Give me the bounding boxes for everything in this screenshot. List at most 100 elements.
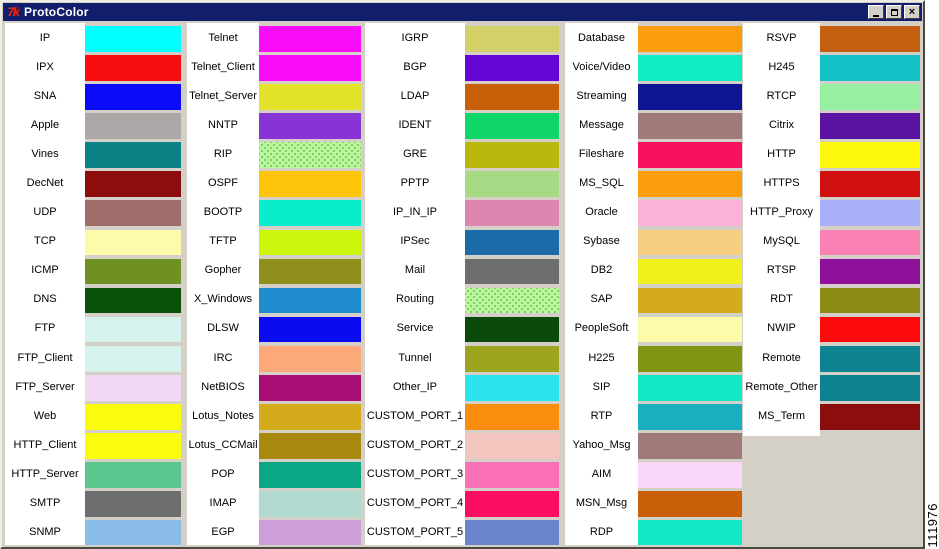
- color-swatch-ipsec[interactable]: [465, 229, 559, 256]
- color-swatch-lotus-notes[interactable]: [259, 404, 361, 430]
- color-swatch-db2[interactable]: [638, 258, 742, 285]
- maximize-button[interactable]: [886, 5, 902, 19]
- color-swatch-ip-in-ip[interactable]: [465, 200, 559, 227]
- color-swatch-ipx[interactable]: [85, 55, 181, 81]
- color-swatch-streaming[interactable]: [638, 84, 742, 110]
- color-swatch-ftp[interactable]: [85, 316, 181, 343]
- color-swatch-remote[interactable]: [820, 345, 920, 372]
- protocol-label-rdt: RDT: [770, 293, 793, 306]
- label-column-4: Database Voice/Video Streaming Message Files…: [565, 23, 638, 545]
- color-swatch-remote-other[interactable]: [820, 374, 920, 401]
- protocol-label-telnet-server: Telnet_Server: [189, 89, 257, 102]
- color-swatch-pop[interactable]: [259, 462, 361, 488]
- color-swatch-snmp[interactable]: [85, 520, 181, 545]
- color-swatch-udp[interactable]: [85, 200, 181, 227]
- color-swatch-netbios[interactable]: [259, 374, 361, 401]
- protocol-label-web: Web: [33, 409, 57, 422]
- protocol-label-custom-port-1: CUSTOM_PORT_1: [366, 409, 464, 422]
- color-swatch-custom-port-2[interactable]: [465, 433, 559, 459]
- color-swatch-other-ip[interactable]: [465, 374, 559, 401]
- color-swatch-voice-video[interactable]: [638, 55, 742, 81]
- color-swatch-tunnel[interactable]: [465, 345, 559, 372]
- swatch-column-1: [85, 23, 181, 545]
- color-swatch-apple[interactable]: [85, 113, 181, 139]
- color-swatch-ospf[interactable]: [259, 171, 361, 198]
- protocol-label-custom-port-4: CUSTOM_PORT_4: [366, 497, 464, 510]
- color-swatch-pptp[interactable]: [465, 171, 559, 198]
- color-swatch-rtsp[interactable]: [820, 258, 920, 285]
- color-swatch-yahoo-msg[interactable]: [638, 433, 742, 459]
- color-swatch-x-windows[interactable]: [259, 287, 361, 314]
- color-swatch-rtp[interactable]: [638, 404, 742, 430]
- color-swatch-imap[interactable]: [259, 491, 361, 517]
- color-swatch-rdt[interactable]: [820, 287, 920, 314]
- protocol-label-ms-sql: MS_SQL: [579, 177, 624, 190]
- color-swatch-dlsw[interactable]: [259, 316, 361, 343]
- color-swatch-http[interactable]: [820, 142, 920, 168]
- close-button[interactable]: ×: [904, 5, 920, 19]
- color-swatch-telnet-server[interactable]: [259, 84, 361, 110]
- minimize-button[interactable]: [868, 5, 884, 19]
- color-swatch-oracle[interactable]: [638, 200, 742, 227]
- color-swatch-mysql[interactable]: [820, 229, 920, 256]
- color-swatch-bgp[interactable]: [465, 55, 559, 81]
- color-swatch-tftp[interactable]: [259, 229, 361, 256]
- color-swatch-irc[interactable]: [259, 345, 361, 372]
- color-swatch-bootp[interactable]: [259, 200, 361, 227]
- color-swatch-telnet-client[interactable]: [259, 55, 361, 81]
- color-swatch-ms-sql[interactable]: [638, 171, 742, 198]
- color-swatch-custom-port-5[interactable]: [465, 520, 559, 545]
- color-swatch-decnet[interactable]: [85, 171, 181, 198]
- color-swatch-service[interactable]: [465, 316, 559, 343]
- color-swatch-msn-msg[interactable]: [638, 491, 742, 517]
- color-swatch-custom-port-3[interactable]: [465, 462, 559, 488]
- color-swatch-egp[interactable]: [259, 520, 361, 545]
- color-swatch-gopher[interactable]: [259, 258, 361, 285]
- color-swatch-http-client[interactable]: [85, 433, 181, 459]
- color-swatch-vines[interactable]: [85, 142, 181, 168]
- color-swatch-sip[interactable]: [638, 374, 742, 401]
- color-swatch-rdp[interactable]: [638, 520, 742, 545]
- protocol-label-ftp: FTP: [34, 322, 56, 335]
- color-swatch-http-server[interactable]: [85, 462, 181, 488]
- color-swatch-h245[interactable]: [820, 55, 920, 81]
- color-swatch-routing[interactable]: [465, 287, 559, 314]
- color-swatch-sybase[interactable]: [638, 229, 742, 256]
- color-swatch-nntp[interactable]: [259, 113, 361, 139]
- color-swatch-telnet[interactable]: [259, 26, 361, 52]
- color-swatch-http-proxy[interactable]: [820, 200, 920, 227]
- color-swatch-dns[interactable]: [85, 287, 181, 314]
- color-swatch-nwip[interactable]: [820, 316, 920, 343]
- color-swatch-smtp[interactable]: [85, 491, 181, 517]
- color-swatch-fileshare[interactable]: [638, 142, 742, 168]
- color-swatch-aim[interactable]: [638, 462, 742, 488]
- color-swatch-sna[interactable]: [85, 84, 181, 110]
- color-swatch-rsvp[interactable]: [820, 26, 920, 52]
- color-swatch-database[interactable]: [638, 26, 742, 52]
- color-swatch-citrix[interactable]: [820, 113, 920, 139]
- color-swatch-https[interactable]: [820, 171, 920, 198]
- color-swatch-igrp[interactable]: [465, 26, 559, 52]
- color-swatch-ftp-server[interactable]: [85, 374, 181, 401]
- color-swatch-web[interactable]: [85, 404, 181, 430]
- color-swatch-custom-port-1[interactable]: [465, 404, 559, 430]
- color-swatch-tcp[interactable]: [85, 229, 181, 256]
- color-swatch-mail[interactable]: [465, 258, 559, 285]
- color-swatch-lotus-ccmail[interactable]: [259, 433, 361, 459]
- color-swatch-gre[interactable]: [465, 142, 559, 168]
- color-swatch-ip[interactable]: [85, 26, 181, 52]
- color-swatch-rip[interactable]: [259, 142, 361, 168]
- color-swatch-ldap[interactable]: [465, 84, 559, 110]
- color-swatch-h225[interactable]: [638, 345, 742, 372]
- color-swatch-sap[interactable]: [638, 287, 742, 314]
- color-swatch-rtcp[interactable]: [820, 84, 920, 110]
- color-swatch-message[interactable]: [638, 113, 742, 139]
- titlebar[interactable]: 7k ProtoColor ×: [3, 3, 922, 21]
- color-swatch-ident[interactable]: [465, 113, 559, 139]
- color-swatch-peoplesoft[interactable]: [638, 316, 742, 343]
- color-swatch-ms-term[interactable]: [820, 404, 920, 430]
- color-swatch-custom-port-4[interactable]: [465, 491, 559, 517]
- color-swatch-icmp[interactable]: [85, 258, 181, 285]
- window-title: ProtoColor: [24, 5, 89, 19]
- color-swatch-ftp-client[interactable]: [85, 345, 181, 372]
